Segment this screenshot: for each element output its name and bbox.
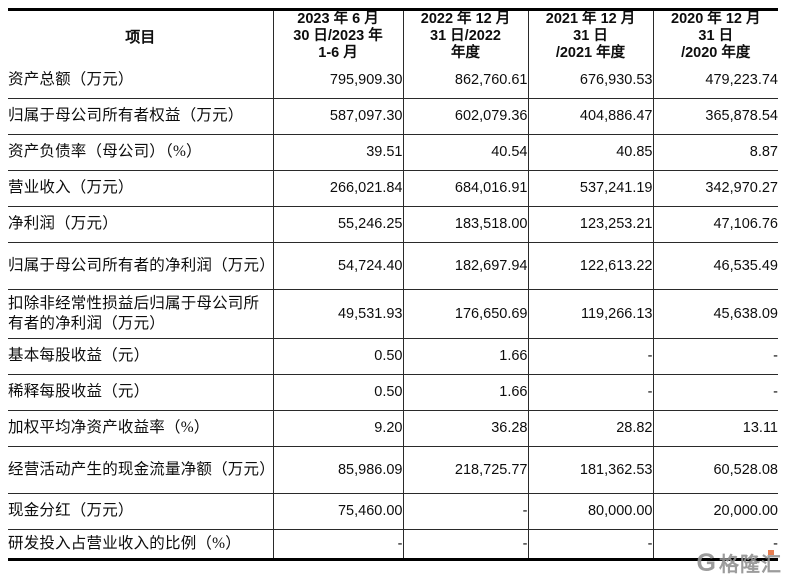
- cell-value: 1.66: [402, 374, 528, 410]
- cell-value: 862,760.61: [402, 62, 528, 98]
- table-row: 研发投入占营业收入的比例（%） - - - -: [8, 529, 778, 559]
- cell-value: 46,535.49: [652, 242, 778, 289]
- row-label: 归属于母公司所有者权益（万元）: [8, 107, 244, 124]
- row-label: 资产总额（万元）: [8, 70, 134, 88]
- table-row: 净利润（万元） 55,246.25 183,518.00 123,253.21 …: [8, 206, 778, 242]
- table-header-row: 项目 2023 年 6 月 30 日/2023 年 1-6 月 2022 年 1…: [8, 9, 778, 62]
- cell-value: 49,531.93: [272, 289, 403, 338]
- column-header-2022: 2022 年 12 月 31 日/2022 年度: [402, 9, 528, 62]
- cell-value: 45,638.09: [652, 289, 778, 338]
- cell-value: -: [652, 529, 778, 559]
- cell-value: 122,613.22: [527, 242, 653, 289]
- row-label: 资产负债率（母公司）（%）: [8, 143, 202, 160]
- cell-value: 47,106.76: [652, 206, 778, 242]
- table-row: 稀释每股收益（元） 0.50 1.66 - -: [8, 374, 778, 410]
- cell-value: -: [652, 338, 778, 374]
- cell-value: 13.11: [652, 410, 778, 446]
- cell-value: -: [527, 529, 653, 559]
- cell-value: 479,223.74: [652, 62, 778, 98]
- cell-value: 60,528.08: [652, 446, 778, 493]
- cell-value: 20,000.00: [652, 493, 778, 529]
- table-row: 加权平均净资产收益率（%） 9.20 36.28 28.82 13.11: [8, 410, 778, 446]
- row-label: 归属于母公司所有者的净利润（万元）: [8, 256, 275, 274]
- cell-value: 85,986.09: [272, 446, 403, 493]
- cell-value: 602,079.36: [402, 98, 528, 134]
- cell-value: -: [272, 529, 403, 559]
- table-row: 现金分红（万元） 75,460.00 - 80,000.00 20,000.00: [8, 493, 778, 529]
- cell-value: 181,362.53: [527, 446, 653, 493]
- row-label: 净利润（万元）: [8, 215, 118, 232]
- cell-value: 75,460.00: [272, 493, 403, 529]
- cell-value: 1.66: [402, 338, 528, 374]
- row-label: 基本每股收益（元）: [8, 347, 150, 364]
- logo-accent-dot: [768, 549, 774, 555]
- cell-value: 342,970.27: [652, 170, 778, 206]
- cell-value: 39.51: [272, 134, 403, 170]
- cell-value: -: [402, 493, 528, 529]
- cell-value: 684,016.91: [402, 170, 528, 206]
- cell-value: -: [527, 374, 653, 410]
- column-header-item: 项目: [125, 29, 156, 46]
- cell-value: 587,097.30: [272, 98, 403, 134]
- cell-value: 676,930.53: [527, 62, 653, 98]
- financial-indicators-table: 项目 2023 年 6 月 30 日/2023 年 1-6 月 2022 年 1…: [8, 8, 778, 561]
- table-row: 扣除非经常性损益后归属于母公司所有者的净利润（万元） 49,531.93 176…: [8, 289, 778, 338]
- gelonghui-logo-icon: G: [697, 549, 774, 575]
- table-row: 基本每股收益（元） 0.50 1.66 - -: [8, 338, 778, 374]
- cell-value: 0.50: [272, 374, 403, 410]
- row-label: 加权平均净资产收益率（%）: [8, 419, 210, 436]
- row-label: 扣除非经常性损益后归属于母公司所有者的净利润（万元）: [8, 294, 260, 332]
- cell-value: 404,886.47: [527, 98, 653, 134]
- row-label: 经营活动产生的现金流量净额（万元）: [8, 460, 275, 478]
- table-row: 资产总额（万元） 795,909.30 862,760.61 676,930.5…: [8, 62, 778, 98]
- cell-value: 28.82: [527, 410, 653, 446]
- column-header-2021: 2021 年 12 月 31 日 /2021 年度: [527, 9, 653, 62]
- cell-value: 176,650.69: [402, 289, 528, 338]
- cell-value: 266,021.84: [272, 170, 403, 206]
- cell-value: 80,000.00: [527, 493, 653, 529]
- cell-value: 0.50: [272, 338, 403, 374]
- cell-value: 40.85: [527, 134, 653, 170]
- cell-value: 119,266.13: [527, 289, 653, 338]
- cell-value: 182,697.94: [402, 242, 528, 289]
- cell-value: -: [652, 374, 778, 410]
- row-label: 稀释每股收益（元）: [8, 383, 150, 400]
- gelonghui-watermark: G 格隆汇: [697, 548, 782, 577]
- cell-value: 218,725.77: [402, 446, 528, 493]
- row-label: 研发投入占营业收入的比例（%）: [8, 534, 241, 552]
- cell-value: 537,241.19: [527, 170, 653, 206]
- table-row: 归属于母公司所有者权益（万元） 587,097.30 602,079.36 40…: [8, 98, 778, 134]
- cell-value: 183,518.00: [402, 206, 528, 242]
- cell-value: 36.28: [402, 410, 528, 446]
- cell-value: 55,246.25: [272, 206, 403, 242]
- table-row: 归属于母公司所有者的净利润（万元） 54,724.40 182,697.94 1…: [8, 242, 778, 289]
- table-row: 经营活动产生的现金流量净额（万元） 85,986.09 218,725.77 1…: [8, 446, 778, 493]
- cell-value: 9.20: [272, 410, 403, 446]
- table-row: 营业收入（万元） 266,021.84 684,016.91 537,241.1…: [8, 170, 778, 206]
- cell-value: 123,253.21: [527, 206, 653, 242]
- cell-value: 365,878.54: [652, 98, 778, 134]
- row-label: 营业收入（万元）: [8, 179, 134, 196]
- cell-value: 8.87: [652, 134, 778, 170]
- row-label: 现金分红（万元）: [8, 502, 134, 519]
- cell-value: -: [402, 529, 528, 559]
- column-header-2023h1: 2023 年 6 月 30 日/2023 年 1-6 月: [272, 9, 403, 62]
- cell-value: 795,909.30: [272, 62, 403, 98]
- table-row: 资产负债率（母公司）（%） 39.51 40.54 40.85 8.87: [8, 134, 778, 170]
- column-header-2020: 2020 年 12 月 31 日 /2020 年度: [652, 9, 778, 62]
- cell-value: 54,724.40: [272, 242, 403, 289]
- cell-value: -: [527, 338, 653, 374]
- cell-value: 40.54: [402, 134, 528, 170]
- watermark-brand-text: 格隆汇: [719, 554, 782, 576]
